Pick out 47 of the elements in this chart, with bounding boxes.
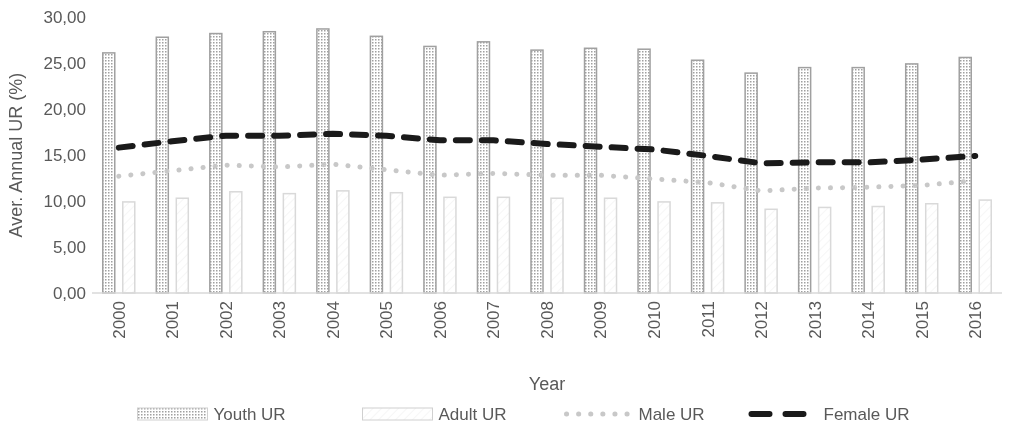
y-axis-title: Aver. Annual UR (%)	[6, 72, 26, 238]
x-tick-label: 2007	[484, 301, 504, 339]
legend-label: Youth UR	[213, 404, 286, 424]
y-tick-label: 10,00	[43, 191, 86, 211]
bar	[262, 30, 277, 294]
x-tick-label: 2005	[377, 301, 397, 339]
y-tick-label: 20,00	[43, 99, 86, 119]
x-tick-label: 2004	[323, 301, 343, 339]
x-tick-label: 2013	[805, 301, 825, 339]
x-tick-label: 2006	[430, 301, 450, 339]
legend-label: Male UR	[638, 404, 705, 424]
y-tick-label: 15,00	[43, 145, 86, 165]
y-tick-label: 5,00	[52, 237, 86, 257]
x-tick-label: 2001	[163, 301, 183, 339]
bar	[155, 36, 170, 294]
bar	[530, 49, 544, 294]
x-tick-label: 2000	[109, 301, 129, 339]
x-tick-label: 2012	[752, 301, 772, 339]
legend-label: Adult UR	[438, 404, 507, 424]
y-tick-label: 25,00	[43, 53, 86, 73]
x-tick-label: 2003	[270, 301, 290, 339]
x-axis-title: Year	[528, 374, 566, 394]
y-tick-label: 30,00	[43, 7, 86, 27]
y-tick-label: 0,00	[52, 283, 86, 303]
bar	[690, 59, 705, 294]
x-tick-label: 2014	[859, 301, 879, 339]
bar	[583, 47, 598, 294]
x-tick-label: 2015	[912, 301, 932, 339]
bar	[904, 63, 919, 294]
x-tick-label: 2008	[537, 301, 557, 339]
x-tick-label: 2002	[216, 301, 236, 339]
x-tick-label: 2010	[645, 301, 665, 339]
bar	[637, 48, 651, 294]
bar	[851, 66, 865, 294]
bar	[744, 72, 758, 294]
x-tick-label: 2011	[698, 301, 718, 338]
bar	[423, 45, 437, 294]
bar	[476, 41, 491, 294]
bar	[797, 66, 812, 294]
bar	[316, 28, 330, 294]
x-tick-label: 2016	[966, 301, 986, 339]
bar	[102, 52, 116, 294]
bar	[209, 32, 223, 294]
bar	[369, 35, 384, 294]
x-tick-label: 2009	[591, 301, 611, 339]
bar	[958, 56, 972, 294]
legend-label: Female UR	[823, 404, 910, 424]
